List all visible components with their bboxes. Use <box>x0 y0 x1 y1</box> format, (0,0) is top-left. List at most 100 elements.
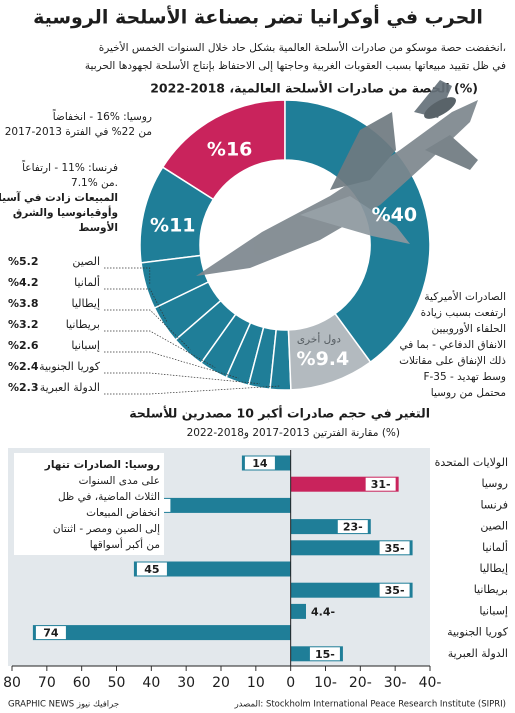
bar <box>290 603 306 619</box>
category-label: ألمانيا <box>482 540 508 554</box>
annotation-line: المبيعات زادت في آسيا <box>0 191 118 204</box>
credit: GRAPHIC NEWS جرافيك نيوز <box>8 700 119 710</box>
leader-line <box>104 309 191 350</box>
jet-canopy <box>424 97 456 119</box>
category-label: الصين <box>480 520 508 533</box>
jet-illustration <box>196 80 478 276</box>
annotation-line: الحلفاء الأوروبيين <box>431 322 506 335</box>
annotation-line: روسيا: %16 - انخفاضاً <box>53 109 152 123</box>
value-label-box <box>309 647 340 661</box>
annotation-line: محتمل من روسيا <box>431 387 506 399</box>
x-tick-label: 10 <box>247 675 265 691</box>
annotation-box <box>14 453 164 555</box>
list-value: %4.2 <box>8 276 39 289</box>
list-value: %3.8 <box>8 297 39 310</box>
segment-label: %11 <box>150 214 195 236</box>
bar <box>133 561 291 577</box>
leader-line <box>104 385 281 395</box>
list-category: ألمانيا <box>74 275 100 289</box>
source: المصدر: Stockholm International Peace Re… <box>234 700 506 710</box>
category-label: الدولة العبرية <box>448 647 508 660</box>
list-category: إيطاليا <box>71 297 100 310</box>
segment-category: دول أخرى <box>297 332 341 346</box>
category-label: الولايات المتحدة <box>435 456 508 469</box>
value-label-box <box>379 541 410 555</box>
annotation-line: F-35 - وسط تهديد <box>423 371 506 383</box>
list-value: %2.4 <box>8 360 39 373</box>
x-tick-label: 50 <box>108 675 126 691</box>
annotation-line: من 22% في الفترة 2013-2017 <box>5 126 152 138</box>
bars-layer: 80 70 60 50 40 30 20 10 0 10- 20- 30- 40- الولايات ال… <box>3 450 509 691</box>
jet-fuselage <box>196 100 478 276</box>
x-tick-label: 40 <box>142 675 160 691</box>
list-value: %2.3 <box>8 381 39 394</box>
jet-wing <box>330 112 396 190</box>
annotation-line: على مدى السنوات <box>79 475 160 487</box>
list-category: الدولة العبرية <box>40 381 100 394</box>
subtitle-line: في ظل تقييد مبيعاتها بسبب العقوبات الغرب… <box>85 59 506 72</box>
annotation-line: روسيا: الصادرات تنهار <box>44 459 160 471</box>
annotation-line: الصادرات الأميركية <box>424 290 506 303</box>
list-value: %3.2 <box>8 318 39 331</box>
labels-layer: %16 %11 %5.2 الصين %4.2 ألمانيا %3.8 إيطاليا %3.… <box>0 109 506 399</box>
category-label: إسبانيا <box>479 604 508 617</box>
value-label: 4.4- <box>311 605 335 618</box>
x-tick-label: 30 <box>177 675 195 691</box>
annotation-line: الأوسط <box>78 221 118 234</box>
list-category: إسبانيا <box>71 339 100 352</box>
value-label: 14 <box>252 457 268 470</box>
donut-title: الحصة من صادرات الأسلحة العالمية، 2018-2… <box>150 81 478 96</box>
value-label-box <box>379 583 410 597</box>
value-label: 45 <box>144 563 159 576</box>
segment-label: %16 <box>207 139 252 161</box>
bar <box>137 497 291 513</box>
annotation-line: انخفاض المبيعات <box>86 507 160 519</box>
value-label: 15- <box>315 648 335 661</box>
jet-fin <box>414 80 452 118</box>
x-tick-label: 60 <box>73 675 91 691</box>
value-label: 74 <box>43 627 59 640</box>
jet-tail <box>425 135 478 170</box>
jet-wing <box>300 196 410 244</box>
value-label: 35- <box>385 542 405 555</box>
value-label: 35- <box>385 584 405 597</box>
value-label-box <box>244 456 275 470</box>
list-category: كوريا الجنوبية <box>39 360 101 373</box>
x-tick-label: 40- <box>419 675 442 691</box>
category-label: إيطاليا <box>479 562 508 575</box>
x-tick-label: 0 <box>286 675 295 691</box>
main-title: الحرب في أوكرانيا تضر بصناعة الأسلحة الر… <box>33 5 483 29</box>
x-tick-label: 70 <box>38 675 56 691</box>
x-tick-label: 80 <box>3 675 21 691</box>
annotation-line: من %7.1. <box>71 177 118 189</box>
annotation-line: وأوقيانوسيا والشرق <box>13 205 118 219</box>
value-label: 23- <box>343 521 363 534</box>
annotation-line: الثلاث الماضية، في ظل <box>58 491 160 503</box>
annotation-line: ذلك الإنفاق على مقاتلات <box>399 355 506 367</box>
leader-line <box>104 267 151 285</box>
leader-line <box>104 330 216 368</box>
annotation-line: الانفاق الدفاعي - بما في <box>400 339 506 351</box>
category-label: روسيا <box>481 477 508 490</box>
value-label-box <box>136 562 167 576</box>
category-label: فرنسا <box>480 498 508 511</box>
bar-title: التغير في حجم صادرات أكبر 10 مصدرين للأس… <box>129 405 430 421</box>
segment-label: %40 <box>372 204 417 226</box>
leader-line <box>104 351 239 379</box>
value-label-box <box>337 520 368 534</box>
list-category: بريطانيا <box>66 318 100 331</box>
category-label: كوريا الجنوبية <box>447 626 509 639</box>
segment-label: %9.4 <box>297 348 350 370</box>
leader-line <box>104 372 260 385</box>
value-label-box <box>365 477 396 491</box>
bar-subtitle: مقارنة الفترتين 2013-2017 و2018-2022 (%) <box>187 427 400 439</box>
bar <box>32 625 291 641</box>
value-label: 31- <box>371 478 391 491</box>
annotation-line: من أكبر أسواقها <box>90 537 160 551</box>
annotation-line: ارتفعت بسبب زيادة <box>421 307 506 319</box>
leader-line <box>104 288 168 323</box>
x-tick-label: 20 <box>212 675 230 691</box>
x-tick-label: 20- <box>349 675 372 691</box>
